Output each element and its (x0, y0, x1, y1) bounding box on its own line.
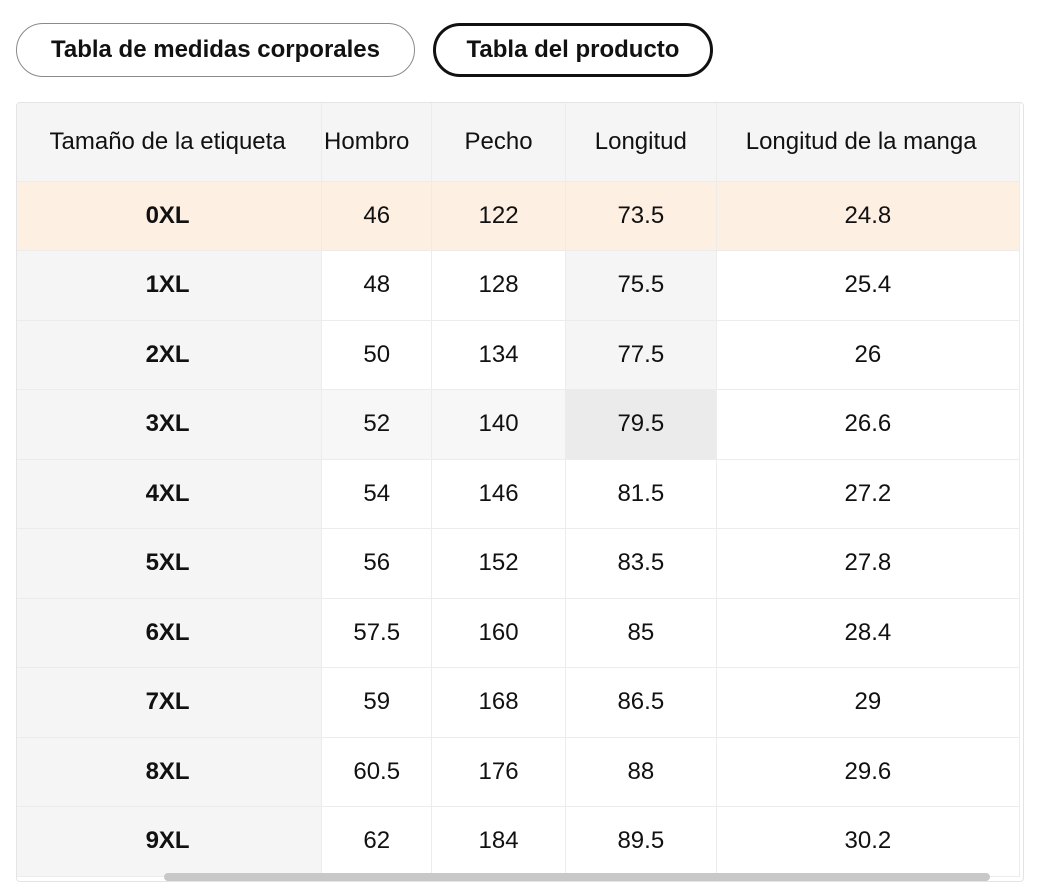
size-table-container[interactable]: Tamaño de la etiqueta Hombro Pecho Longi… (16, 102, 1024, 882)
cell-sleeve-length: 26.6 (716, 389, 1021, 460)
table-header-row: Tamaño de la etiqueta Hombro Pecho Longi… (17, 103, 1021, 182)
cell-chest: 168 (431, 667, 566, 738)
cell-chest: 160 (431, 598, 566, 668)
table-row[interactable]: 9XL 62 184 89.5 30.2 (17, 806, 1021, 877)
cell-size: 5XL (17, 528, 323, 599)
table-row[interactable]: 6XL 57.5 160 85 28.4 (17, 598, 1021, 668)
cell-shoulder: 56 (321, 528, 433, 599)
cell-size: 6XL (17, 598, 323, 668)
table-row[interactable]: 4XL 54 146 81.5 27.2 (17, 459, 1021, 529)
cell-length: 89.5 (565, 806, 717, 877)
cell-length: 85 (565, 598, 717, 668)
cell-chest: 176 (431, 737, 566, 807)
cell-sleeve-length: 28.4 (716, 598, 1021, 668)
cell-shoulder: 57.5 (321, 598, 433, 668)
cell-sleeve-length: 27.2 (716, 459, 1021, 529)
cell-chest: 134 (431, 320, 566, 390)
cell-length: 81.5 (565, 459, 717, 529)
cell-sleeve-length: 25.4 (716, 250, 1021, 321)
header-chest: Pecho (431, 103, 566, 182)
cell-shoulder: 62 (321, 806, 433, 877)
table-row[interactable]: 1XL 48 128 75.5 25.4 (17, 250, 1021, 321)
header-sleeve-length: Longitud de la manga (716, 103, 1021, 182)
table-row[interactable]: 2XL 50 134 77.5 26 (17, 320, 1021, 390)
table-row[interactable]: 0XL 46 122 73.5 24.8 (17, 181, 1021, 251)
cell-length: 88 (565, 737, 717, 807)
tab-body-measurements[interactable]: Tabla de medidas corporales (16, 23, 415, 77)
cell-length: 77.5 (565, 320, 717, 390)
cell-shoulder: 48 (321, 250, 433, 321)
table-row[interactable]: 5XL 56 152 83.5 27.8 (17, 528, 1021, 599)
size-table: Tamaño de la etiqueta Hombro Pecho Longi… (17, 103, 1021, 877)
cell-length: 73.5 (565, 181, 717, 251)
cell-size: 8XL (17, 737, 323, 807)
cell-chest: 140 (431, 389, 566, 460)
cell-chest: 184 (431, 806, 566, 877)
header-shoulder: Hombro (321, 103, 433, 182)
header-size-label: Tamaño de la etiqueta (17, 103, 323, 182)
cell-sleeve-length: 24.8 (716, 181, 1021, 251)
cell-sleeve-length: 30.2 (716, 806, 1021, 877)
cell-size: 9XL (17, 806, 323, 877)
cell-sleeve-length: 29.6 (716, 737, 1021, 807)
cell-shoulder: 46 (321, 181, 433, 251)
cell-sleeve-length: 26 (716, 320, 1021, 390)
horizontal-scrollbar[interactable] (164, 873, 990, 881)
cell-chest: 128 (431, 250, 566, 321)
tab-product-table[interactable]: Tabla del producto (433, 23, 713, 77)
cell-sleeve-length: 27.8 (716, 528, 1021, 599)
cell-size: 1XL (17, 250, 323, 321)
header-length: Longitud (565, 103, 717, 182)
cell-shoulder: 50 (321, 320, 433, 390)
table-row[interactable]: 3XL 52 140 79.5 26.6 (17, 389, 1021, 460)
cell-size: 4XL (17, 459, 323, 529)
cell-sleeve-length: 29 (716, 667, 1021, 738)
cell-shoulder: 60.5 (321, 737, 433, 807)
cell-length: 79.5 (565, 389, 717, 460)
cell-length: 83.5 (565, 528, 717, 599)
cell-size: 0XL (17, 181, 323, 251)
table-row[interactable]: 7XL 59 168 86.5 29 (17, 667, 1021, 738)
table-type-tabs: Tabla de medidas corporales Tabla del pr… (16, 23, 713, 77)
cell-chest: 152 (431, 528, 566, 599)
cell-length: 75.5 (565, 250, 717, 321)
cell-size: 7XL (17, 667, 323, 738)
cell-chest: 146 (431, 459, 566, 529)
cell-shoulder: 52 (321, 389, 433, 460)
cell-size: 3XL (17, 389, 323, 460)
cell-shoulder: 59 (321, 667, 433, 738)
table-row[interactable]: 8XL 60.5 176 88 29.6 (17, 737, 1021, 807)
cell-length: 86.5 (565, 667, 717, 738)
cell-shoulder: 54 (321, 459, 433, 529)
cell-size: 2XL (17, 320, 323, 390)
cell-chest: 122 (431, 181, 566, 251)
